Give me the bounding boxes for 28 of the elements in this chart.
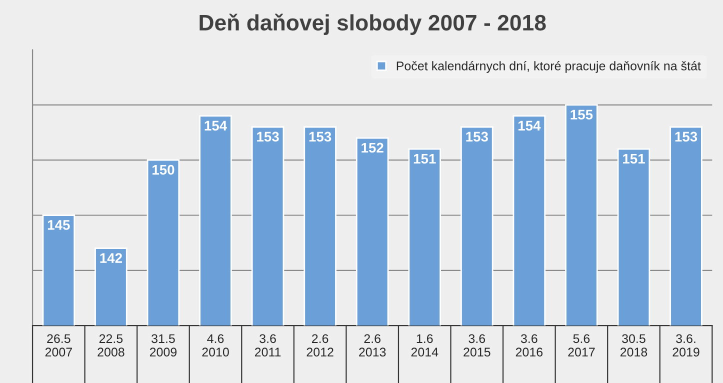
x-tick-label: 2.6 2012: [306, 334, 334, 357]
chart-title: Deň daňovej slobody 2007 - 2018: [200, 14, 546, 35]
data-label: 151: [623, 154, 645, 164]
x-tick-label: 30.5 2018: [620, 334, 648, 357]
legend-label: Počet kalendárnych dní, ktoré pracuje daňovník na štát: [396, 61, 701, 73]
data-label: 155: [570, 110, 593, 120]
data-label: 150: [152, 164, 174, 175]
x-tick-label: 1.6 2014: [411, 334, 438, 357]
x-tick-label: 22.5 2008: [98, 334, 124, 357]
x-tick-label: 3.6 2016: [516, 334, 543, 357]
data-label: 154: [204, 120, 228, 131]
data-label: 153: [309, 132, 332, 142]
x-tick-label: 3.6. 2019: [672, 334, 700, 357]
data-label: 151: [414, 154, 436, 164]
x-tick-label: 4.6 2010: [202, 334, 229, 357]
x-tick-label: 31.5 2009: [150, 334, 177, 357]
data-label: 153: [257, 132, 279, 142]
x-tick-label: 5.6 2017: [568, 334, 595, 357]
x-tick-label: 26.5 2007: [45, 334, 72, 357]
data-label: 154: [518, 120, 541, 131]
data-label: 153: [466, 132, 488, 142]
data-label: 145: [48, 220, 70, 230]
data-label: 152: [362, 142, 384, 153]
x-tick-label: 3.6 2015: [464, 334, 490, 357]
x-tick-label: 2.6 2013: [359, 334, 386, 357]
data-label: 153: [675, 132, 698, 142]
data-label: 142: [100, 253, 122, 263]
x-tick-label: 3.6 2011: [254, 334, 281, 357]
